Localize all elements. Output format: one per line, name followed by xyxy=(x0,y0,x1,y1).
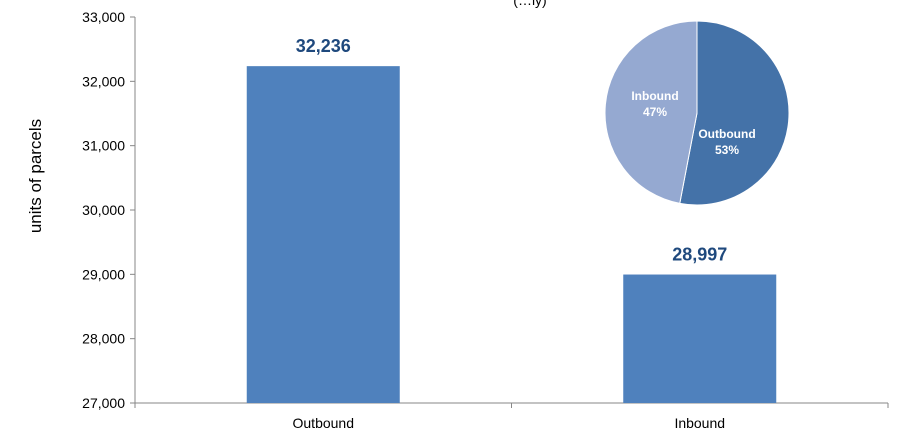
y-tick-label: 30,000 xyxy=(82,202,125,218)
pie-percent-outbound: 53% xyxy=(715,143,739,157)
pie-percent-inbound: 47% xyxy=(643,105,667,119)
x-tick-label-inbound: Inbound xyxy=(674,415,725,431)
bar-outbound xyxy=(246,66,400,403)
pie-label-outbound: Outbound xyxy=(698,127,755,141)
y-tick-label: 32,000 xyxy=(82,73,125,89)
data-label-outbound: 32,236 xyxy=(296,36,351,56)
bar-inbound xyxy=(623,274,777,403)
y-tick-label: 28,000 xyxy=(82,331,125,347)
chart-title: (…ly) xyxy=(513,0,546,8)
y-tick-label: 33,000 xyxy=(82,9,125,25)
bars: 32,236 Outbound 28,997 Inbound xyxy=(246,36,777,431)
pie-chart: Outbound 53% Inbound 47% xyxy=(604,20,790,206)
pie-label-inbound: Inbound xyxy=(631,89,678,103)
y-tick-label: 31,000 xyxy=(82,138,125,154)
y-tick-label: 29,000 xyxy=(82,266,125,282)
pie-slice-outbound xyxy=(679,20,790,206)
y-axis-label: units of parcels xyxy=(26,119,45,233)
y-tick-label: 27,000 xyxy=(82,395,125,411)
pie-slice-inbound xyxy=(604,20,698,204)
data-label-inbound: 28,997 xyxy=(672,245,727,265)
x-tick-label-outbound: Outbound xyxy=(293,415,355,431)
